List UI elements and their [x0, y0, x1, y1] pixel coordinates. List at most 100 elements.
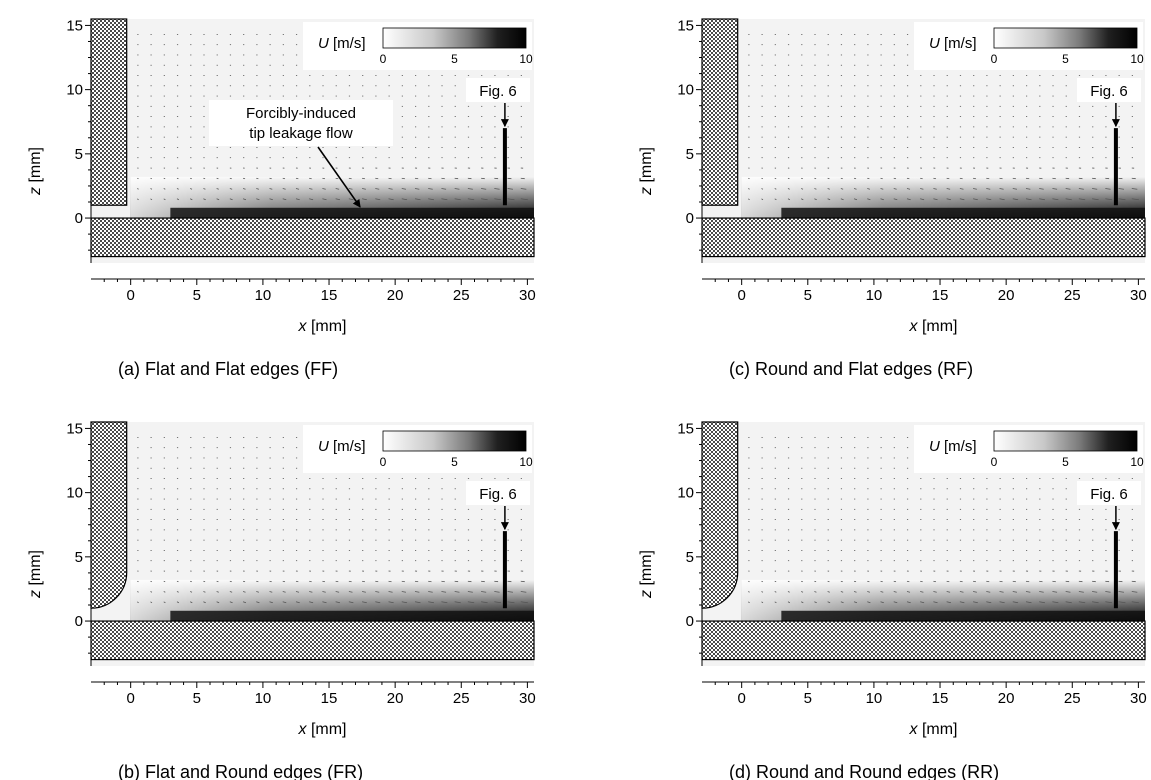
x-tick-label: 30 — [1130, 690, 1147, 707]
x-tick-label: 10 — [866, 287, 883, 304]
y-axis-label: z [mm] — [27, 147, 44, 196]
wall-jet — [170, 207, 535, 219]
y-tick-label: 5 — [686, 146, 694, 163]
x-tick-label: 5 — [804, 287, 812, 304]
x-tick-label: 15 — [932, 287, 949, 304]
colorbar-tick-label: 5 — [451, 455, 458, 469]
y-tick-label: 15 — [677, 420, 694, 437]
colorbar — [993, 430, 1138, 452]
panel-caption: (a) Flat and Flat edges (FF) — [118, 359, 338, 379]
blade-tip — [701, 421, 739, 609]
colorbar-label: U [m/s] — [318, 438, 366, 455]
wall-jet — [170, 610, 535, 622]
x-tick-label: 15 — [321, 287, 338, 304]
x-tick-label: 25 — [453, 287, 470, 304]
colorbar — [993, 27, 1138, 49]
fig6-label-background — [1077, 78, 1141, 102]
vector-field — [748, 34, 1139, 201]
y-tick-label: 5 — [75, 549, 83, 566]
x-tick-label: 5 — [193, 690, 201, 707]
fig6-marker: Fig. 6 — [1077, 481, 1141, 609]
x-tick-label: 30 — [519, 287, 536, 304]
y-axis-label: z [mm] — [27, 550, 44, 599]
panel-c: 0 5 10 15 0 5 10 15 20 25 30 x [mm] z [mm] U [m/s] 0 5 1… — [638, 17, 1147, 379]
casing-wall — [701, 217, 1146, 258]
y-tick-label: 5 — [686, 549, 694, 566]
x-ticks: 0 5 10 15 20 25 30 — [103, 682, 536, 707]
y-tick-label: 0 — [75, 613, 83, 630]
y-axis-label: z [mm] — [638, 147, 655, 196]
x-tick-label: 25 — [453, 690, 470, 707]
vector-field — [748, 437, 1139, 604]
casing-wall — [701, 620, 1146, 661]
annotation-background — [209, 100, 393, 146]
fig6-label-background — [466, 78, 530, 102]
colorbar-label: U [m/s] — [929, 438, 977, 455]
x-ticks: 0 5 10 15 20 25 30 — [103, 279, 536, 304]
annotation-text: Forcibly-induced — [246, 105, 356, 122]
y-tick-label: 0 — [75, 210, 83, 227]
fig6-label-background — [466, 481, 530, 505]
blade-tip — [701, 18, 739, 206]
panel-a: 0 5 10 15 0 5 10 15 20 25 30 x [mm] z [mm] U [m/s] 0 5 1… — [27, 17, 536, 379]
fig6-label: Fig. 6 — [479, 83, 517, 100]
y-ticks: 0 5 10 15 — [66, 420, 91, 654]
vector-field — [137, 437, 528, 604]
panel-caption: (b) Flat and Round edges (FR) — [118, 762, 363, 780]
colorbar-tick-label: 10 — [1130, 455, 1144, 469]
colorbar-label: U [m/s] — [318, 35, 366, 52]
x-tick-label: 10 — [255, 287, 272, 304]
x-axis-label: x [mm] — [909, 318, 958, 335]
x-axis-label: x [mm] — [298, 318, 347, 335]
y-tick-label: 15 — [66, 420, 83, 437]
panel-caption: (c) Round and Flat edges (RF) — [729, 359, 973, 379]
y-tick-label: 15 — [677, 17, 694, 34]
x-tick-label: 0 — [737, 690, 745, 707]
panel-b: 0 5 10 15 0 5 10 15 20 25 30 x [mm] z [mm] U [m/s] 0 5 1… — [27, 420, 536, 780]
x-tick-label: 15 — [932, 690, 949, 707]
fig6-marker: Fig. 6 — [466, 481, 530, 609]
colorbar-tick-label: 0 — [991, 52, 998, 66]
casing-wall — [90, 217, 535, 258]
x-tick-label: 0 — [126, 287, 134, 304]
x-tick-label: 25 — [1064, 690, 1081, 707]
panel-caption: (d) Round and Round edges (RR) — [729, 762, 999, 780]
y-ticks: 0 5 10 15 — [677, 420, 702, 654]
x-tick-label: 10 — [866, 690, 883, 707]
y-tick-label: 10 — [677, 485, 694, 502]
x-tick-label: 5 — [804, 690, 812, 707]
colorbar-tick-label: 0 — [991, 455, 998, 469]
fig6-label: Fig. 6 — [1090, 83, 1128, 100]
x-tick-label: 30 — [1130, 287, 1147, 304]
colorbar-tick-label: 0 — [380, 455, 387, 469]
y-tick-label: 10 — [66, 82, 83, 99]
fig6-label-background — [1077, 481, 1141, 505]
blade-tip — [90, 18, 128, 206]
colorbar-tick-label: 5 — [451, 52, 458, 66]
y-tick-label: 0 — [686, 613, 694, 630]
x-tick-label: 20 — [998, 287, 1015, 304]
x-ticks: 0 5 10 15 20 25 30 — [714, 279, 1147, 304]
y-ticks: 0 5 10 15 — [677, 17, 702, 251]
x-tick-label: 10 — [255, 690, 272, 707]
annotation: Forcibly-induced tip leakage flow — [209, 100, 393, 208]
colorbar-legend: U [m/s] 0 5 10 — [914, 22, 1144, 70]
blade-tip — [90, 421, 128, 609]
fig6-marker: Fig. 6 — [1077, 78, 1141, 206]
annotation-arrow — [317, 146, 361, 208]
x-axis-label: x [mm] — [298, 721, 347, 738]
panel-d: 0 5 10 15 0 5 10 15 20 25 30 x [mm] z [mm] U [m/s] 0 5 1… — [638, 420, 1147, 780]
colorbar-legend: U [m/s] 0 5 10 — [303, 22, 533, 70]
colorbar-tick-label: 5 — [1062, 455, 1069, 469]
x-tick-label: 20 — [387, 287, 404, 304]
x-tick-label: 0 — [126, 690, 134, 707]
x-tick-label: 20 — [998, 690, 1015, 707]
x-ticks: 0 5 10 15 20 25 30 — [714, 682, 1147, 707]
wall-jet — [781, 207, 1145, 219]
annotation-text: tip leakage flow — [249, 125, 353, 142]
colorbar-legend: U [m/s] 0 5 10 — [303, 425, 533, 473]
y-axis-label: z [mm] — [638, 550, 655, 599]
colorbar-tick-label: 10 — [519, 455, 533, 469]
colorbar — [382, 430, 527, 452]
colorbar — [382, 27, 527, 49]
